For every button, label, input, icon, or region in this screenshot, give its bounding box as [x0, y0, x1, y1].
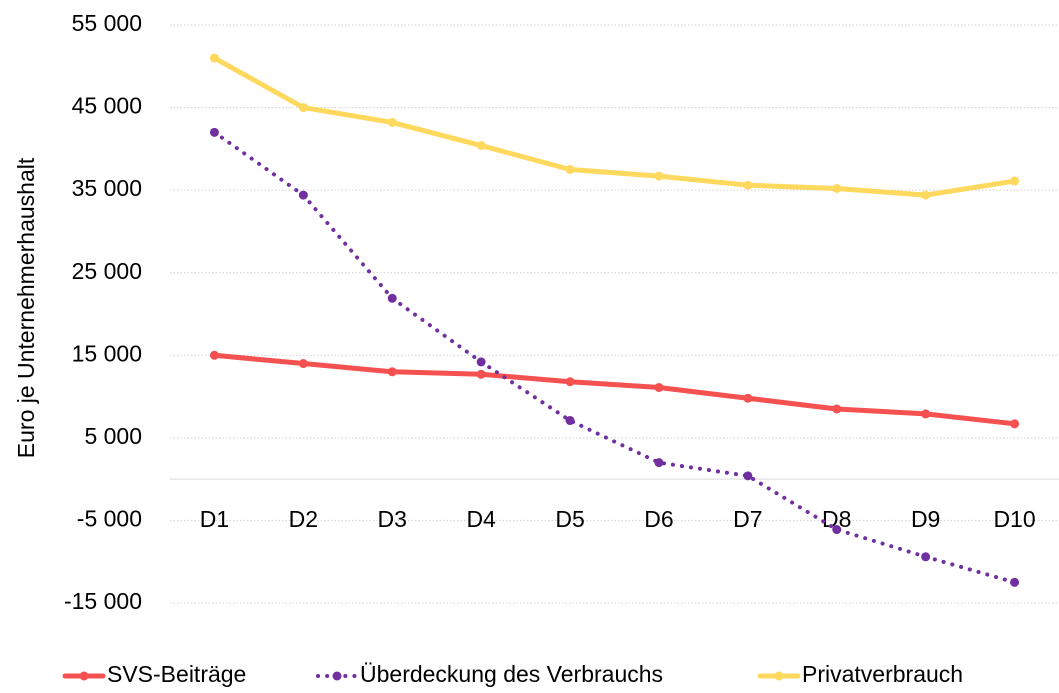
- data-point: [387, 293, 397, 303]
- legend-marker: [332, 671, 342, 681]
- y-tick-label: 5 000: [84, 423, 142, 449]
- data-point: [743, 471, 753, 481]
- x-tick-label: D2: [289, 506, 318, 532]
- data-point: [387, 117, 397, 127]
- y-tick-label: -5 000: [77, 506, 142, 532]
- legend-label: SVS-Beiträge: [107, 661, 246, 687]
- series-line: [211, 55, 1018, 198]
- legend-marker: [79, 671, 89, 681]
- data-point: [1010, 577, 1020, 587]
- data-point: [921, 552, 931, 562]
- y-tick-label: 45 000: [72, 93, 142, 119]
- y-axis-label: Euro je Unternehmerhaushalt: [13, 157, 39, 458]
- data-point: [209, 53, 219, 63]
- data-point: [654, 171, 664, 181]
- data-point: [832, 183, 842, 193]
- legend-label: Privatverbrauch: [802, 661, 963, 687]
- x-tick-label: D5: [555, 506, 584, 532]
- data-point: [209, 127, 219, 137]
- x-tick-label: D9: [911, 506, 940, 532]
- data-point: [743, 180, 753, 190]
- data-point: [1010, 176, 1020, 186]
- data-point: [565, 416, 575, 426]
- data-point: [832, 404, 842, 414]
- series-line: [211, 352, 1018, 427]
- series-line: [212, 130, 1017, 585]
- y-tick-label: -15 000: [64, 588, 142, 614]
- data-point: [209, 350, 219, 360]
- y-tick-label: 15 000: [72, 340, 142, 366]
- data-point: [832, 525, 842, 535]
- y-tick-label: 35 000: [72, 175, 142, 201]
- data-point: [476, 141, 486, 151]
- data-point: [921, 190, 931, 200]
- data-point: [565, 377, 575, 387]
- data-point: [476, 369, 486, 379]
- x-tick-label: D6: [644, 506, 673, 532]
- x-tick-label: D3: [378, 506, 407, 532]
- x-tick-label: D4: [466, 506, 496, 532]
- x-tick-label: D1: [200, 506, 229, 532]
- data-point: [298, 359, 308, 369]
- data-point: [298, 103, 308, 113]
- data-point: [921, 409, 931, 419]
- y-tick-label: 55 000: [72, 10, 142, 36]
- x-tick-label: D7: [733, 506, 762, 532]
- data-point: [565, 165, 575, 174]
- data-point: [654, 458, 664, 468]
- legend-marker: [774, 671, 784, 681]
- data-point: [743, 393, 753, 403]
- y-tick-label: 25 000: [72, 258, 142, 284]
- data-point: [654, 382, 664, 392]
- data-point: [298, 190, 308, 200]
- data-point: [387, 367, 397, 377]
- legend-label: Überdeckung des Verbrauchs: [360, 661, 663, 687]
- x-tick-label: D10: [993, 506, 1035, 532]
- data-point: [1010, 419, 1020, 429]
- data-point: [476, 357, 486, 367]
